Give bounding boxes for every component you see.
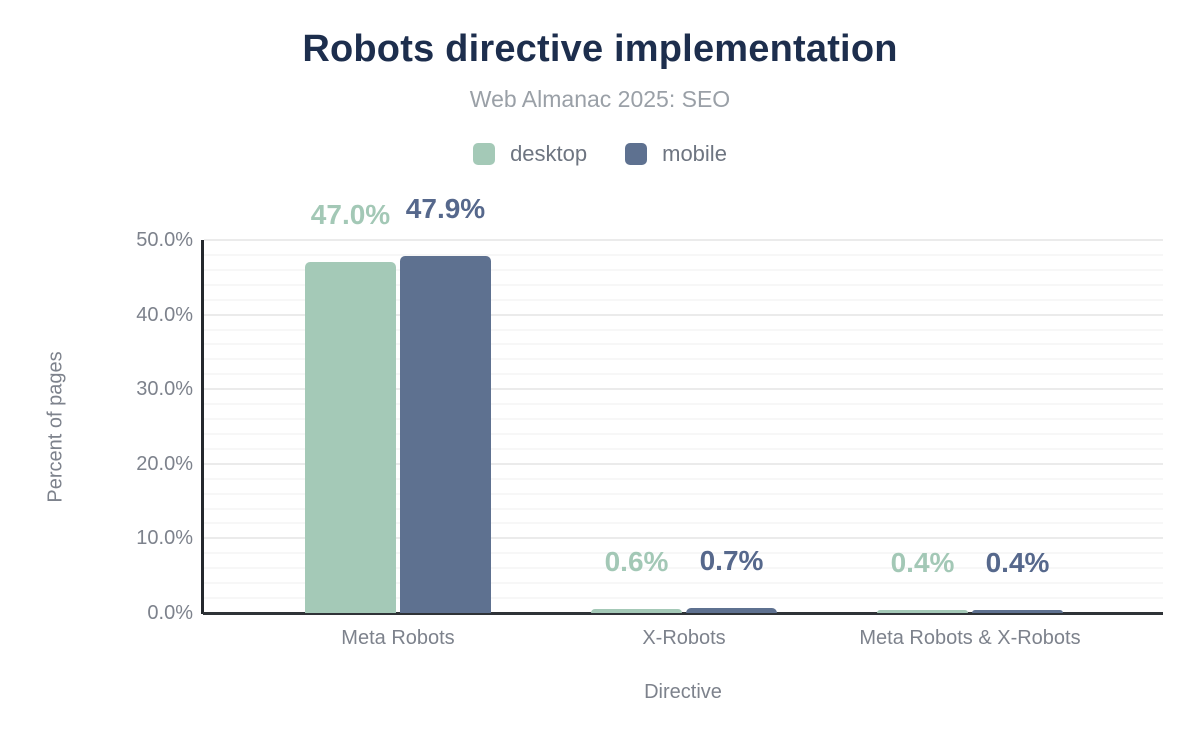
- gridline-minor: [204, 478, 1163, 480]
- legend-label-mobile: mobile: [662, 141, 727, 166]
- legend-item-mobile: mobile: [625, 141, 727, 167]
- gridline-minor: [204, 343, 1163, 345]
- gridline-minor: [204, 448, 1163, 450]
- legend-swatch-mobile: [625, 143, 648, 165]
- gridline-minor: [204, 418, 1163, 420]
- y-tick-label: 50.0%: [136, 229, 193, 251]
- desktop-bar-2: [591, 609, 682, 613]
- legend: desktop mobile: [0, 141, 1200, 167]
- gridline-minor: [204, 433, 1163, 435]
- x-category-label-3: Meta Robots & X-Robots: [859, 627, 1081, 649]
- mobile-value-label-2: 0.7%: [699, 545, 764, 576]
- gridline-minor: [204, 493, 1163, 495]
- legend-label-desktop: desktop: [510, 141, 588, 166]
- y-tick-label: 10.0%: [136, 527, 193, 549]
- gridline-minor: [204, 269, 1163, 271]
- y-axis-line: [201, 240, 204, 614]
- desktop-value-label-2: 0.6%: [604, 546, 669, 577]
- y-axis-title: Percent of pages: [44, 351, 67, 503]
- legend-swatch-desktop: [473, 143, 496, 165]
- x-category-label-1: Meta Robots: [341, 627, 455, 649]
- gridline-minor: [204, 582, 1163, 584]
- desktop-value-label-1: 47.0%: [310, 199, 391, 230]
- x-category-label-2: X-Robots: [642, 627, 726, 649]
- legend-item-desktop: desktop: [473, 141, 587, 167]
- y-tick-label: 0.0%: [147, 602, 193, 624]
- gridline-major: [204, 388, 1163, 390]
- gridline-major: [204, 537, 1163, 539]
- mobile-value-label-3: 0.4%: [985, 547, 1050, 578]
- y-tick-label: 20.0%: [136, 453, 193, 475]
- gridline-minor: [204, 358, 1163, 360]
- y-tick-label: 30.0%: [136, 378, 193, 400]
- gridline-minor: [204, 597, 1163, 599]
- chart-subtitle: Web Almanac 2025: SEO: [469, 86, 731, 112]
- gridline-minor: [204, 329, 1163, 331]
- gridline-major: [204, 463, 1163, 465]
- gridline-minor: [204, 254, 1163, 256]
- gridline-major: [204, 314, 1163, 316]
- mobile-bar-2: [686, 608, 777, 613]
- mobile-value-label-1: 47.9%: [405, 193, 486, 224]
- x-axis-title: Directive: [644, 681, 722, 703]
- mobile-bar-3: [972, 610, 1063, 613]
- gridline-minor: [204, 508, 1163, 510]
- gridline-minor: [204, 373, 1163, 375]
- gridline-minor: [204, 299, 1163, 301]
- y-tick-label: 40.0%: [136, 304, 193, 326]
- gridline-minor: [204, 284, 1163, 286]
- gridline-minor: [204, 567, 1163, 569]
- desktop-value-label-3: 0.4%: [890, 547, 955, 578]
- desktop-bar-3: [877, 610, 968, 613]
- chart-title: Robots directive implementation: [302, 28, 898, 70]
- gridline-minor: [204, 522, 1163, 524]
- desktop-bar-1: [305, 262, 396, 613]
- gridline-minor: [204, 403, 1163, 405]
- mobile-bar-1: [400, 256, 491, 613]
- x-axis-line: [203, 612, 1163, 615]
- gridline-minor: [204, 552, 1163, 554]
- gridline-major: [204, 239, 1163, 241]
